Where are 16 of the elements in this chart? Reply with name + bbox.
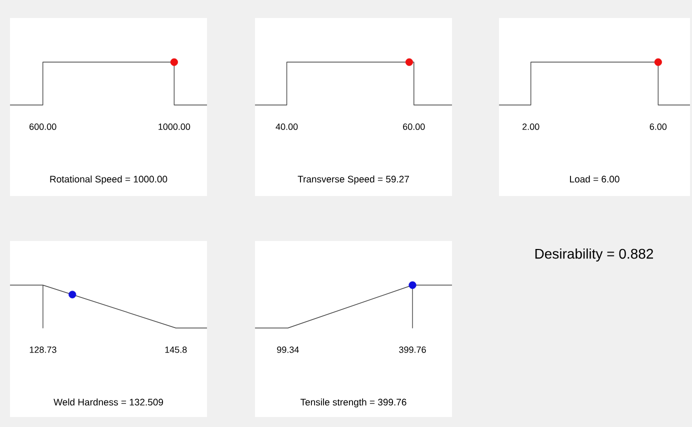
x-tick-label: 600.00 — [30, 124, 56, 130]
x-axis-title: Rotational Speed = 1000.00 — [50, 176, 168, 184]
x-axis-title: Tensile strength = 399.76 — [300, 398, 406, 408]
x-tick-label: 128.73 — [30, 346, 56, 353]
x-tick-label: 399.76 — [399, 346, 426, 353]
x-axis-title: Weld Hardness = 132.509 — [54, 398, 164, 406]
x-tick-label: 2.00 — [522, 124, 540, 130]
x-axis-title: Transverse Speed = 59.27 — [298, 176, 409, 184]
text: Desirability = 0.882 — [535, 248, 653, 262]
x-tick-label: 6.00 — [650, 124, 667, 130]
x-axis-title: Load = 6.00 — [570, 176, 620, 182]
x-tick-label: 40.00 — [276, 124, 298, 130]
x-tick-label: 1000.00 — [158, 124, 190, 130]
x-tick-label: 60.00 — [403, 124, 425, 130]
x-tick-label: 99.34 — [277, 346, 299, 353]
x-tick-label: 145.8 — [165, 346, 187, 353]
